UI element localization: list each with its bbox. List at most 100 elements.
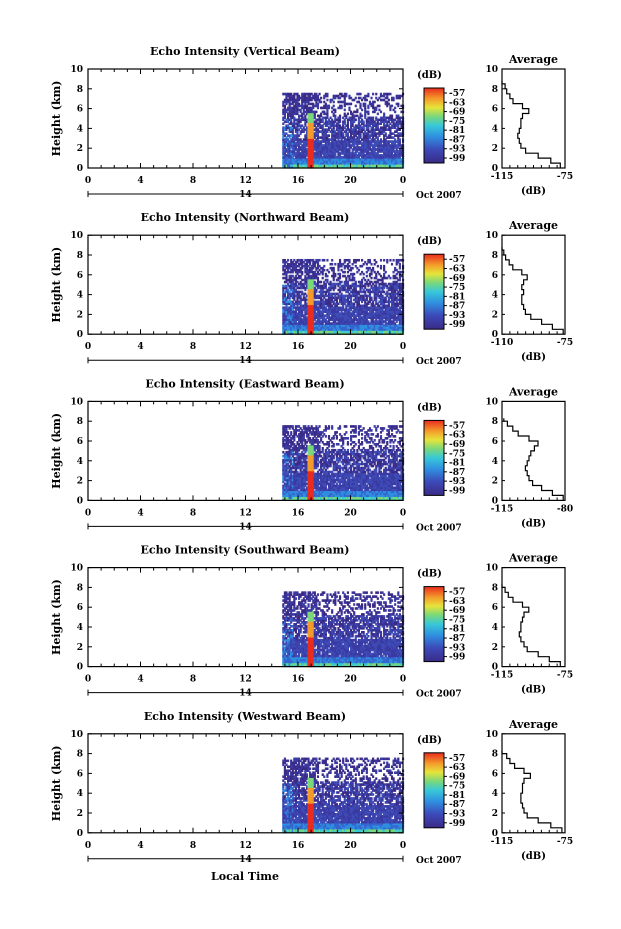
heatmap-cell	[357, 148, 361, 151]
heatmap-cell	[293, 490, 296, 494]
heatmap-cell	[298, 276, 301, 280]
heatmap-cell	[298, 496, 301, 500]
heatmap-cell	[286, 266, 290, 270]
heatmap-cell	[359, 284, 362, 288]
heatmap-cell	[312, 134, 315, 137]
heatmap-cell	[343, 324, 346, 327]
heatmap-cell	[370, 166, 373, 169]
heatmap-cell	[386, 322, 389, 325]
heatmap-cell	[383, 122, 386, 126]
heatmap-cell	[338, 328, 342, 331]
heatmap-cell	[286, 98, 290, 102]
heatmap-cell	[299, 126, 302, 129]
heatmap-cell	[340, 268, 343, 272]
heatmap-cell	[337, 266, 340, 270]
heatmap-cell	[361, 126, 364, 129]
heatmap-cell	[305, 270, 309, 274]
heatmap-cell	[326, 330, 329, 333]
heatmap-cell	[321, 312, 324, 315]
heatmap-cell	[376, 306, 379, 310]
heatmap-cell	[294, 98, 298, 102]
heatmap-cell	[298, 435, 301, 438]
heatmap-cell	[298, 114, 301, 118]
heatmap-cell	[367, 306, 370, 310]
heatmap-cell	[354, 292, 357, 296]
heatmap-cell	[356, 144, 359, 147]
heatmap-cell	[293, 480, 296, 484]
heatmap-cell	[298, 124, 301, 128]
heatmap-cell	[326, 154, 329, 157]
heatmap-cell	[364, 154, 367, 157]
heatmap-cell	[378, 304, 381, 308]
heatmap-cell	[354, 96, 357, 100]
heatmap-cell	[392, 316, 395, 319]
heatmap-cell	[383, 166, 386, 169]
heatmap-cell	[342, 320, 345, 323]
heatmap-cell	[337, 310, 340, 314]
heatmap-cell	[356, 314, 359, 317]
heatmap-cell	[381, 278, 384, 282]
heatmap-cell	[379, 312, 383, 315]
heatmap-cell	[304, 160, 307, 163]
heatmap-cell	[365, 98, 368, 102]
heatmap-cell	[309, 152, 312, 155]
heatmap-cell	[286, 124, 290, 128]
heatmap-cell	[378, 284, 381, 288]
heatmap-cell	[316, 328, 320, 331]
heatmap-cell	[372, 148, 375, 151]
heatmap-cell	[312, 314, 315, 317]
heatmap-cell	[394, 280, 397, 284]
heatmap-cell	[304, 114, 307, 118]
heatmap-cell	[282, 462, 285, 466]
heatmap-cell	[312, 276, 315, 280]
heatmap-cell	[290, 166, 293, 169]
heatmap-cell	[397, 118, 400, 122]
heatmap-cell	[324, 164, 327, 167]
heatmap-cell	[299, 124, 302, 128]
heatmap-cell	[283, 490, 286, 494]
heatmap-cell	[299, 110, 302, 114]
heatmap-cell	[351, 154, 354, 157]
heatmap-cell	[323, 268, 326, 272]
heatmap-cell	[293, 466, 296, 470]
heatmap-cell	[368, 136, 372, 139]
heatmap-cell	[313, 294, 316, 298]
heatmap-cell	[357, 280, 361, 284]
heatmap-cell	[346, 312, 349, 315]
heatmap-cell	[283, 444, 286, 448]
heatmap-cell	[364, 300, 367, 304]
heatmap-cell	[386, 318, 389, 321]
heatmap-cell	[368, 140, 372, 143]
heatmap-cell	[329, 150, 332, 153]
heatmap-cell	[373, 130, 376, 133]
heatmap-cell	[282, 100, 285, 104]
heatmap-cell	[334, 96, 337, 100]
heatmap-cell	[290, 300, 293, 304]
heatmap-cell	[343, 144, 346, 147]
heatmap-cell	[334, 136, 337, 139]
heatmap-cell	[290, 328, 293, 331]
heatmap-cell	[386, 276, 389, 280]
heatmap-cell	[337, 142, 340, 145]
heatmap-cell	[378, 294, 381, 298]
heatmap-cell	[305, 276, 309, 280]
heatmap-cell	[398, 164, 401, 167]
heatmap-cell	[286, 262, 290, 266]
heatmap-cell	[291, 496, 294, 500]
heatmap-cell	[299, 464, 302, 468]
heatmap-cell	[299, 114, 302, 118]
heatmap-cell	[315, 118, 318, 122]
heatmap-cell	[354, 258, 357, 262]
heatmap-cell	[364, 166, 367, 169]
heatmap-cell	[286, 464, 290, 468]
heatmap-cell	[326, 310, 329, 314]
heatmap-cell	[293, 290, 296, 294]
heatmap-cell	[315, 322, 318, 325]
heatmap-cell	[400, 110, 403, 114]
heatmap-cell	[290, 152, 293, 155]
heatmap-cell	[379, 166, 383, 169]
heatmap-cell	[283, 454, 286, 458]
heatmap-cell	[321, 306, 324, 310]
heatmap-cell	[327, 166, 331, 169]
heatmap-cell	[378, 128, 381, 131]
